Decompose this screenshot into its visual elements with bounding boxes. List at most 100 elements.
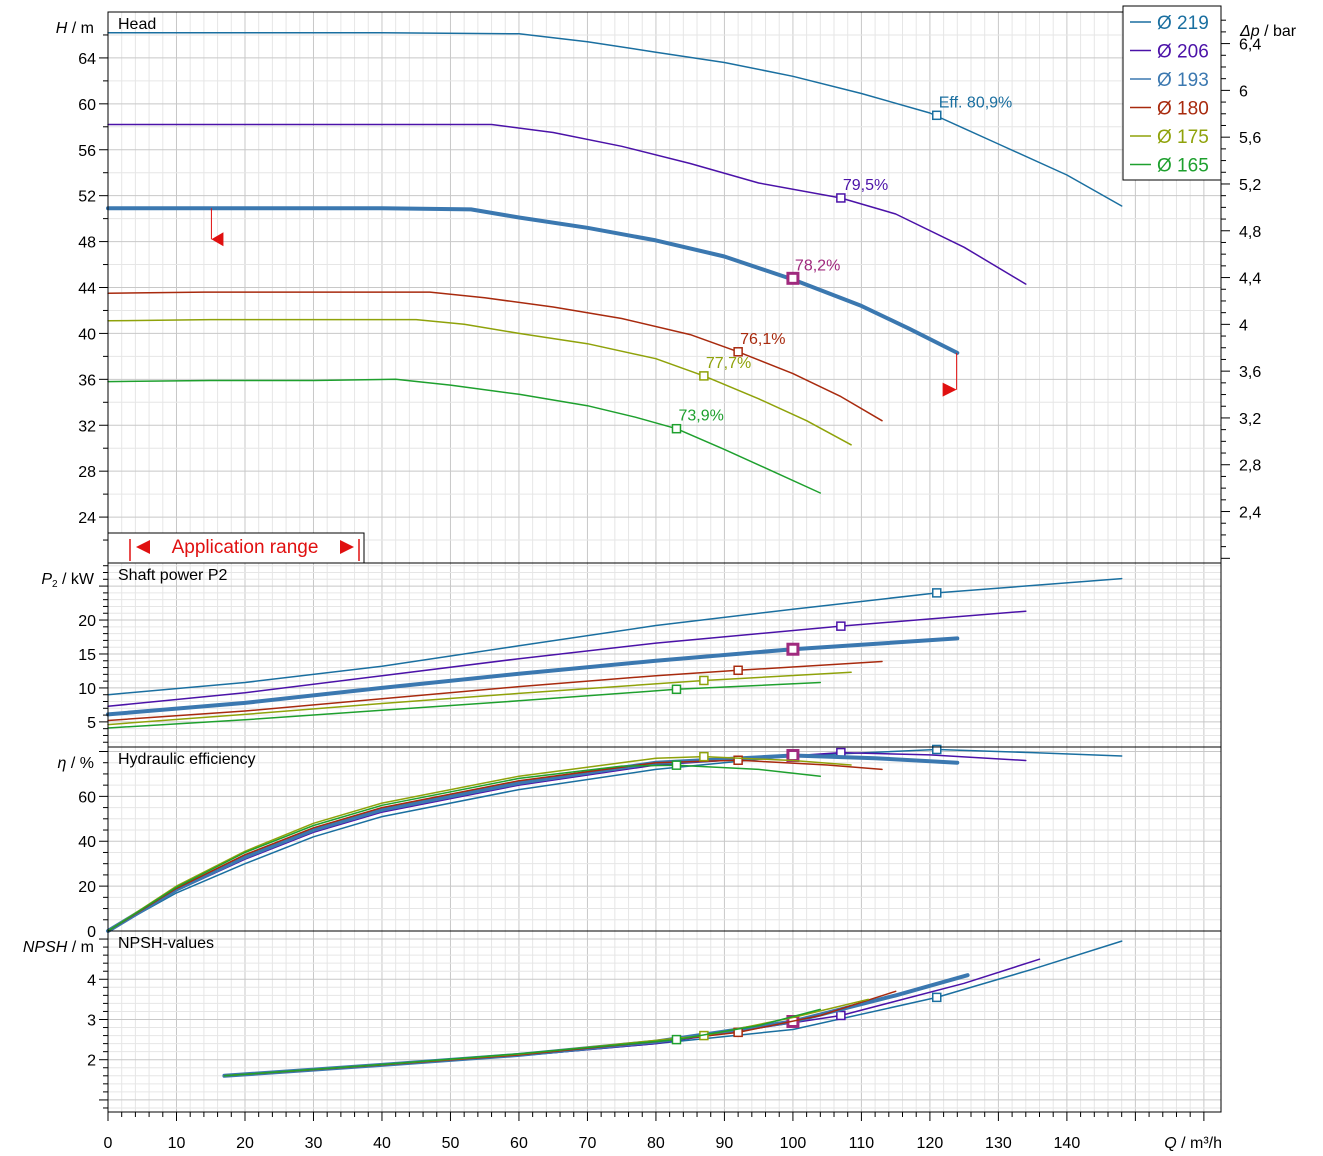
y-tick-label: 44 bbox=[78, 281, 96, 298]
curves-layer: Eff. 80,9% 79,5% 78,2% 76,1% 77,7% 73,9% bbox=[106, 31, 1123, 1078]
y-tick-label: 4 bbox=[87, 972, 96, 989]
efficiency-label-1: 79,5% bbox=[843, 177, 888, 194]
curve-head-0 bbox=[107, 31, 1123, 207]
right-tick-label: 5,2 bbox=[1239, 177, 1261, 194]
y-tick-label: 0 bbox=[87, 924, 96, 941]
bep-marker-head-0 bbox=[932, 110, 942, 121]
curve-power-4 bbox=[107, 671, 852, 726]
x-axis-unit: / m³/h bbox=[1177, 1135, 1222, 1152]
legend-item-label: Ø 219 bbox=[1157, 13, 1209, 34]
legend: Ø 219 Ø 206 Ø 193 Ø 180 Ø 175 Ø 165 bbox=[1122, 5, 1222, 181]
y-axis-label-eff: η / % bbox=[58, 755, 94, 772]
legend-item-label: Ø 175 bbox=[1157, 127, 1209, 148]
y-tick-label: 32 bbox=[78, 418, 96, 435]
y-tick-label: 28 bbox=[78, 464, 96, 481]
curve-power-1 bbox=[107, 610, 1027, 708]
right-tick-label: 3,2 bbox=[1239, 411, 1261, 428]
y-tick-label: 24 bbox=[78, 510, 96, 527]
y-axis-unit: / m bbox=[67, 939, 94, 956]
x-tick-label: 10 bbox=[168, 1135, 186, 1152]
curve-npsh-1 bbox=[223, 958, 1041, 1077]
y-tick-label: 40 bbox=[78, 326, 96, 343]
y-axis-unit: / m bbox=[67, 20, 94, 37]
curve-npsh-0 bbox=[223, 940, 1123, 1077]
x-tick-label: 30 bbox=[305, 1135, 323, 1152]
x-axis-symbol: Q bbox=[1164, 1135, 1176, 1152]
right-tick-label: 2,4 bbox=[1239, 505, 1261, 522]
y-tick-label: 2 bbox=[87, 1053, 96, 1070]
efficiency-label-3: 76,1% bbox=[740, 331, 785, 348]
bep-marker-npsh-1 bbox=[836, 1010, 846, 1021]
bep-marker-eff-2 bbox=[786, 749, 800, 763]
curve-power-5 bbox=[107, 681, 822, 729]
right-tick-label: 3,6 bbox=[1239, 364, 1261, 381]
bep-marker-head-1 bbox=[836, 193, 846, 203]
bep-marker-power-4 bbox=[699, 675, 709, 686]
bep-marker-power-1 bbox=[836, 621, 846, 631]
application-range-right-arrow-icon bbox=[340, 540, 354, 554]
legend-item-label: Ø 180 bbox=[1157, 99, 1209, 120]
curve-eff-2 bbox=[106, 753, 960, 933]
bep-marker-head-5 bbox=[671, 423, 682, 434]
bep-marker-head-4 bbox=[699, 371, 709, 381]
y-tick-label: 5 bbox=[87, 715, 96, 732]
curve-npsh-5 bbox=[223, 1008, 822, 1077]
curve-eff-3 bbox=[107, 759, 883, 932]
right-tick-label: 4,4 bbox=[1239, 271, 1261, 288]
bep-marker-power-5 bbox=[671, 684, 682, 695]
right-tick-label: 2,8 bbox=[1239, 458, 1261, 475]
y-tick-label: 52 bbox=[78, 189, 96, 206]
panel-title-npsh: NPSH-values bbox=[118, 935, 214, 952]
curve-eff-4 bbox=[107, 755, 852, 932]
efficiency-label-5: 73,9% bbox=[678, 408, 723, 425]
bep-marker-npsh-5 bbox=[671, 1034, 682, 1045]
efficiency-label-2: 78,2% bbox=[795, 257, 840, 274]
y-tick-label: 64 bbox=[78, 51, 96, 68]
panel-title-power: Shaft power P2 bbox=[118, 567, 228, 584]
y-axis-label-power: P2 / kW bbox=[41, 571, 95, 590]
curve-head-3 bbox=[107, 291, 883, 422]
y-axis-symbol: P bbox=[41, 571, 52, 588]
right-tick-label: 4,8 bbox=[1239, 224, 1261, 241]
right-tick-label: 6 bbox=[1239, 83, 1248, 100]
legend-item-label: Ø 206 bbox=[1157, 42, 1209, 63]
bep-marker-power-2 bbox=[786, 642, 800, 656]
y-tick-label: 56 bbox=[78, 143, 96, 160]
y-tick-label: 20 bbox=[78, 613, 96, 630]
bep-marker-head-3 bbox=[733, 347, 743, 357]
x-tick-label: 140 bbox=[1054, 1135, 1081, 1152]
curve-head-1 bbox=[107, 123, 1027, 285]
x-axis-label: Q / m³/h bbox=[1164, 1135, 1222, 1152]
curve-head-5 bbox=[107, 378, 822, 494]
bep-marker-head-2 bbox=[786, 271, 800, 285]
x-tick-label: 120 bbox=[917, 1135, 944, 1152]
curve-eff-1 bbox=[107, 751, 1027, 932]
y-tick-label: 15 bbox=[78, 647, 96, 664]
efficiency-label-4: 77,7% bbox=[706, 355, 751, 372]
y-axis-unit: / % bbox=[66, 755, 94, 772]
bep-marker-eff-0 bbox=[932, 744, 942, 755]
legend-item-label: Ø 165 bbox=[1157, 156, 1209, 177]
y-tick-label: 36 bbox=[78, 372, 96, 389]
x-tick-label: 110 bbox=[849, 1135, 875, 1152]
right-axis-symbol: Δp bbox=[1239, 23, 1260, 40]
legend-item-label: Ø 193 bbox=[1157, 70, 1209, 91]
y-tick-label: 40 bbox=[78, 834, 96, 851]
y-axis-symbol: η bbox=[58, 755, 67, 772]
curve-eff-5 bbox=[107, 764, 822, 932]
application-range-box bbox=[107, 532, 365, 564]
y-tick-label: 20 bbox=[78, 879, 96, 896]
curve-eff-0 bbox=[107, 748, 1123, 932]
bep-marker-npsh-0 bbox=[932, 992, 942, 1003]
x-tick-label: 50 bbox=[442, 1135, 460, 1152]
application-range-left-arrow-icon bbox=[136, 540, 150, 554]
curve-head-2 bbox=[106, 206, 960, 355]
bep-marker-eff-3 bbox=[733, 755, 743, 765]
x-tick-label: 90 bbox=[716, 1135, 734, 1152]
range-min-arrow-icon bbox=[211, 232, 224, 247]
y-tick-label: 3 bbox=[87, 1012, 96, 1029]
efficiency-label-0: Eff. 80,9% bbox=[939, 94, 1013, 111]
right-tick-label: 6,4 bbox=[1239, 37, 1261, 54]
x-tick-label: 20 bbox=[236, 1135, 254, 1152]
